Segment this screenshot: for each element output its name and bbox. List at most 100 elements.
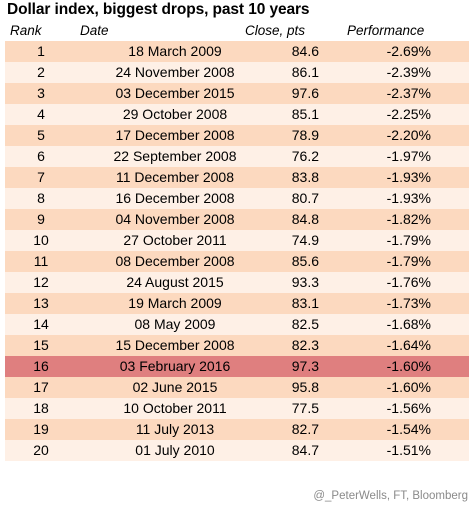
close-cell: 82.5 (291, 316, 319, 332)
performance-cell: -1.68% (386, 316, 431, 332)
close-cell: 83.8 (291, 169, 319, 185)
close-cell: 82.7 (291, 421, 319, 437)
close-cell: 77.5 (291, 400, 319, 416)
rank-cell: 6 (37, 148, 45, 164)
date-cell: 03 December 2015 (115, 85, 235, 101)
close-cell: 95.8 (291, 379, 319, 395)
performance-cell: -2.69% (386, 43, 431, 59)
date-cell: 16 December 2008 (115, 190, 235, 206)
rank-cell: 4 (37, 106, 45, 122)
close-cell: 84.7 (291, 442, 319, 458)
rank-cell: 15 (33, 337, 49, 353)
header-performance: Performance (347, 23, 425, 38)
close-cell: 82.3 (291, 337, 319, 353)
close-cell: 93.3 (291, 274, 319, 290)
table-row: 12 24 August 2015 93.3 -1.76% (5, 272, 469, 293)
rank-cell: 10 (33, 232, 49, 248)
data-table: 1 18 March 2009 84.6 -2.69% 2 24 November 200… (5, 41, 469, 461)
rank-cell: 14 (33, 316, 49, 332)
table-row: 9 04 November 2008 84.8 -1.82% (5, 209, 469, 230)
close-cell: 85.6 (291, 253, 319, 269)
date-cell: 24 November 2008 (115, 64, 235, 80)
rank-cell: 20 (33, 442, 49, 458)
date-cell: 11 July 2013 (135, 421, 215, 437)
close-cell: 80.7 (291, 190, 319, 206)
close-cell: 83.1 (291, 295, 319, 311)
performance-cell: -1.93% (386, 190, 431, 206)
performance-cell: -1.82% (386, 211, 431, 227)
close-cell: 74.9 (291, 232, 319, 248)
performance-cell: -1.60% (386, 379, 431, 395)
date-cell: 02 June 2015 (132, 379, 218, 395)
rank-cell: 2 (37, 64, 45, 80)
close-cell: 85.1 (291, 106, 319, 122)
table-row: 15 15 December 2008 82.3 -1.64% (5, 335, 469, 356)
rank-cell: 5 (37, 127, 45, 143)
performance-cell: -1.73% (386, 295, 431, 311)
date-cell: 01 July 2010 (135, 442, 215, 458)
table-row: 19 11 July 2013 82.7 -1.54% (5, 419, 469, 440)
table-row: 13 19 March 2009 83.1 -1.73% (5, 293, 469, 314)
date-cell: 10 October 2011 (123, 400, 227, 416)
table-row: 10 27 October 2011 74.9 -1.79% (5, 230, 469, 251)
date-cell: 27 October 2011 (123, 232, 227, 248)
performance-cell: -1.56% (386, 400, 431, 416)
rank-cell: 19 (33, 421, 49, 437)
date-cell: 29 October 2008 (122, 106, 228, 122)
performance-cell: -1.79% (386, 253, 431, 269)
close-cell: 76.2 (291, 148, 319, 164)
header-close: Close, pts (245, 23, 306, 38)
performance-cell: -1.79% (386, 232, 431, 248)
table-row: 1 18 March 2009 84.6 -2.69% (5, 41, 469, 62)
performance-cell: -2.39% (386, 64, 431, 80)
date-cell: 04 November 2008 (115, 211, 235, 227)
rank-cell: 1 (37, 43, 45, 59)
performance-cell: -1.51% (386, 442, 431, 458)
date-cell: 17 December 2008 (115, 127, 235, 143)
table-row: 18 10 October 2011 77.5 -1.56% (5, 398, 469, 419)
rank-cell: 11 (33, 253, 49, 269)
source-credit: @_PeterWells, FT, Bloomberg (313, 490, 468, 502)
date-cell: 03 February 2016 (119, 358, 231, 374)
close-cell: 84.8 (291, 211, 319, 227)
table-row: 3 03 December 2015 97.6 -2.37% (5, 83, 469, 104)
table-row: 8 16 December 2008 80.7 -1.93% (5, 188, 469, 209)
table-row: 14 08 May 2009 82.5 -1.68% (5, 314, 469, 335)
close-cell: 78.9 (291, 127, 319, 143)
rank-cell: 17 (33, 379, 49, 395)
rank-cell: 18 (33, 400, 49, 416)
header-date: Date (80, 23, 109, 38)
date-cell: 19 March 2009 (128, 295, 222, 311)
performance-cell: -1.60% (386, 358, 431, 374)
performance-cell: -1.76% (386, 274, 431, 290)
table-row: 5 17 December 2008 78.9 -2.20% (5, 125, 469, 146)
close-cell: 97.3 (291, 358, 319, 374)
close-cell: 97.6 (291, 85, 319, 101)
performance-cell: -1.97% (386, 148, 431, 164)
date-cell: 08 December 2008 (115, 253, 235, 269)
table-row: 20 01 July 2010 84.7 -1.51% (5, 440, 469, 461)
table-row: 11 08 December 2008 85.6 -1.79% (5, 251, 469, 272)
table-row: 4 29 October 2008 85.1 -2.25% (5, 104, 469, 125)
rank-cell: 3 (37, 85, 45, 101)
table-row: 17 02 June 2015 95.8 -1.60% (5, 377, 469, 398)
rank-cell: 7 (37, 169, 45, 185)
date-cell: 08 May 2009 (134, 316, 216, 332)
close-cell: 84.6 (291, 43, 319, 59)
header-rank: Rank (10, 23, 42, 38)
performance-cell: -2.20% (386, 127, 431, 143)
table-row: 7 11 December 2008 83.8 -1.93% (5, 167, 469, 188)
rank-cell: 12 (33, 274, 49, 290)
table-row: 6 22 September 2008 76.2 -1.97% (5, 146, 469, 167)
performance-cell: -1.54% (386, 421, 431, 437)
performance-cell: -2.37% (386, 85, 431, 101)
table-row: 16 03 February 2016 97.3 -1.60% (5, 356, 469, 377)
performance-cell: -1.64% (386, 337, 431, 353)
date-cell: 11 December 2008 (115, 169, 235, 185)
table-title: Dollar index, biggest drops, past 10 yea… (7, 1, 310, 18)
rank-cell: 13 (33, 295, 49, 311)
rank-cell: 9 (37, 211, 45, 227)
date-cell: 15 December 2008 (115, 337, 235, 353)
date-cell: 24 August 2015 (126, 274, 224, 290)
performance-cell: -1.93% (386, 169, 431, 185)
